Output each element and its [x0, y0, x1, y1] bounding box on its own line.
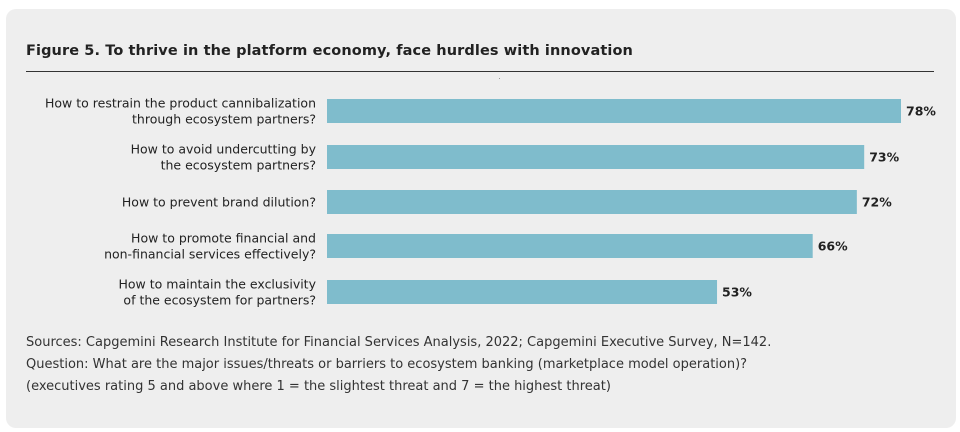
- value-label-3: 72%: [862, 195, 892, 210]
- category-label-4-line-2: non-financial services effectively?: [104, 247, 316, 262]
- value-label-4: 66%: [818, 239, 848, 254]
- bar-4: [327, 234, 813, 258]
- question-note: Question: What are the major issues/thre…: [26, 357, 748, 372]
- title-divider: [26, 71, 934, 72]
- value-label-1: 78%: [906, 104, 936, 119]
- category-label-5-line-1: How to maintain the exclusivity: [119, 277, 317, 292]
- sources-note: Sources: Capgemini Research Institute fo…: [26, 335, 772, 350]
- value-label-5: 53%: [722, 285, 752, 300]
- category-label-4-line-1: How to promote financial and: [131, 231, 316, 246]
- category-label-5-line-2: of the ecosystem for partners?: [123, 293, 316, 308]
- category-label-2-line-1: How to avoid undercutting by: [131, 142, 317, 157]
- figure-title: Figure 5. To thrive in the platform econ…: [26, 43, 633, 59]
- bar-3: [327, 190, 857, 214]
- figure-card: [6, 9, 956, 428]
- bar-5: [327, 280, 718, 304]
- category-label-1-line-1: How to restrain the product cannibalizat…: [45, 96, 316, 111]
- rating-note: (executives rating 5 and above where 1 =…: [26, 379, 611, 394]
- bar-1: [327, 99, 901, 123]
- decorative-dot: [499, 78, 500, 79]
- value-label-2: 73%: [869, 150, 899, 165]
- figure-notes: Sources: Capgemini Research Institute fo…: [26, 332, 771, 398]
- bar-2: [327, 145, 865, 169]
- category-label-2-line-2: the ecosystem partners?: [161, 158, 316, 173]
- category-label-1-line-2: through ecosystem partners?: [132, 112, 316, 127]
- category-label-3-line-1: How to prevent brand dilution?: [122, 195, 316, 210]
